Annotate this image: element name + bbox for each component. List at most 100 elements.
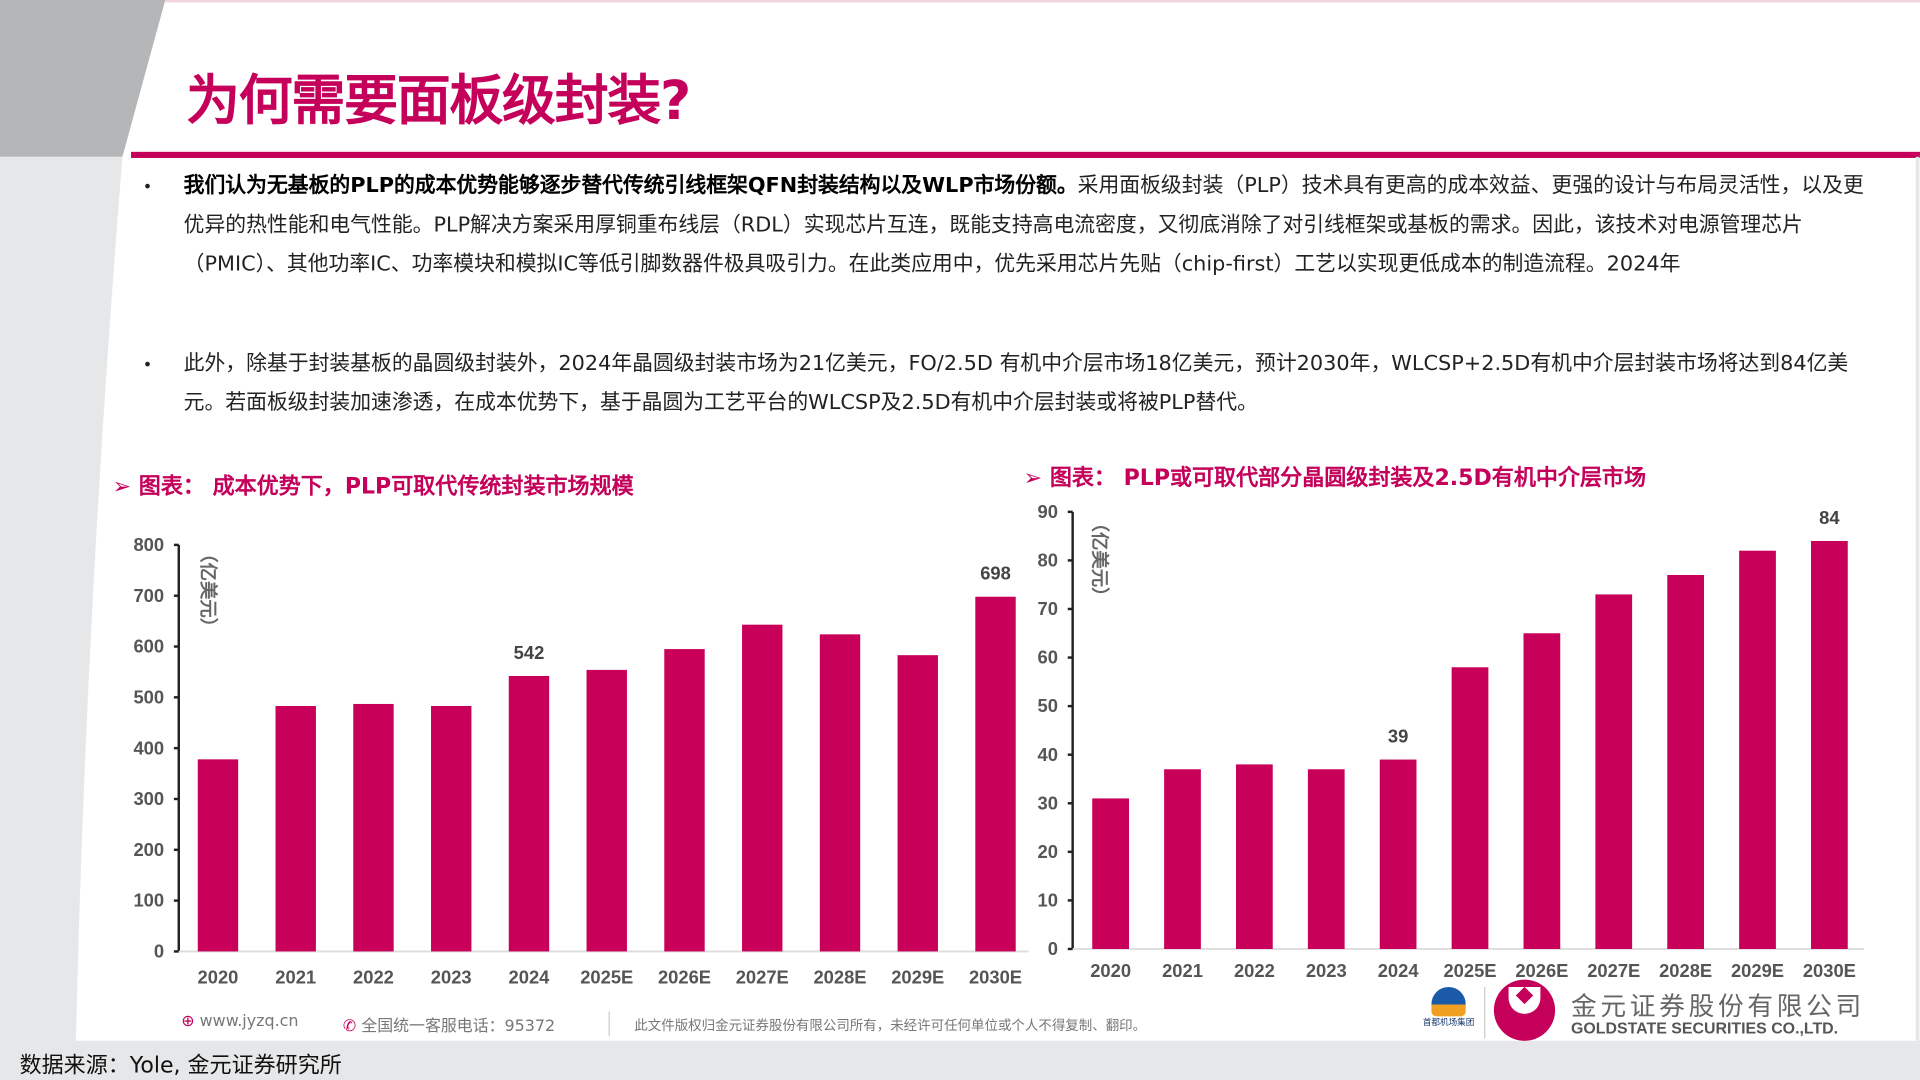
- chart-1-bar-2023: [431, 705, 472, 952]
- chart-2-y-tick-label: 50: [1038, 695, 1058, 716]
- chart-1-data-label: 698: [980, 563, 1011, 584]
- chart-1-y-tick-label: 500: [133, 686, 164, 707]
- chart-2-bar-2025E: [1451, 667, 1489, 949]
- partner-logo: 首都机场集团: [1418, 986, 1479, 1038]
- chart-1-y-tick-label: 600: [133, 636, 164, 657]
- chart-1-x-tick-label: 2024: [509, 966, 551, 987]
- partner-logo-icon: [1431, 986, 1466, 1017]
- chart-2-bar-2023: [1307, 769, 1345, 949]
- chart-2-x-tick-label: 2027E: [1587, 960, 1640, 981]
- chart-1-x-tick-label: 2029E: [891, 966, 944, 987]
- chart-1-title: ➢ 图表： 成本优势下，PLP可取代传统封装市场规模: [113, 469, 634, 501]
- bottom-band: [0, 1040, 1920, 1080]
- chart-1-bar-2028E: [819, 634, 861, 952]
- chart-1-x-tick-label: 2020: [198, 966, 239, 987]
- arrow-icon: ➢: [1023, 465, 1050, 492]
- chart-2-y-axis-label: （亿美元）: [1089, 514, 1110, 606]
- chart-2-x-tick-label: 2023: [1306, 960, 1347, 981]
- bullet-2-text: 此外，除基于封装基板的晶圆级封装外，2024年晶圆级封装市场为21亿美元，FO/…: [183, 351, 1849, 416]
- company-name-cn: 金元证券股份有限公司: [1571, 991, 1865, 1022]
- page-title: 为何需要面板级封装?: [186, 69, 691, 133]
- chart-2-bar-2028E: [1667, 574, 1705, 949]
- chart-2-bar-2026E: [1523, 633, 1561, 949]
- chart-1-y-tick-label: 0: [154, 941, 164, 962]
- chart-2-x-tick-label: 2025E: [1443, 960, 1496, 981]
- chart-1-x-tick-label: 2030E: [969, 966, 1022, 987]
- chart-2-x-tick-label: 2021: [1162, 960, 1203, 981]
- chart-2-y-tick-label: 90: [1038, 501, 1058, 522]
- bullet-paragraph-1: 我们认为无基板的PLP的成本优势能够逐步替代传统引线框架QFN封装结构以及WLP…: [184, 167, 1874, 285]
- chart-2-x-tick-label: 2029E: [1731, 960, 1784, 981]
- chart-2-bar-2030E: [1811, 540, 1848, 949]
- chart-1-bar-2030E: [975, 596, 1016, 952]
- company-name-en: GOLDSTATE SECURITIES CO.,LTD.: [1571, 1018, 1839, 1038]
- chart-1-bar-2021: [275, 705, 316, 952]
- chart-1-y-tick-label: 300: [133, 788, 164, 809]
- chart-2-bar-2029E: [1739, 550, 1776, 949]
- chart-2-title-text: 图表： PLP或可取代部分晶圆级封装及2.5D有机中介层市场: [1049, 465, 1647, 492]
- chart-2-y-tick-label: 80: [1038, 550, 1058, 571]
- header-gray-block: [0, 0, 166, 157]
- chart-1-y-tick-label: 800: [133, 534, 164, 555]
- left-side-band: [0, 156, 123, 1041]
- footer-copyright: 此文件版权归金元证券股份有限公司所有，未经许可任何单位或个人不得复制、翻印。: [634, 1017, 1147, 1034]
- bullet-marker: •: [144, 353, 151, 374]
- chart-1-x-tick-label: 2028E: [813, 966, 866, 987]
- chart-1-y-tick-label: 100: [133, 890, 164, 911]
- chart-2-bar-2020: [1092, 798, 1129, 949]
- header-accent-line: [131, 151, 1920, 158]
- chart-2-x-tick-label: 2028E: [1659, 960, 1712, 981]
- website-text: www.jyzq.cn: [199, 1012, 299, 1032]
- chart-1-y-axis-label: （亿美元）: [198, 544, 219, 636]
- chart-2-y-tick-label: 70: [1038, 598, 1058, 619]
- chart-2-y-tick-label: 40: [1038, 744, 1058, 765]
- chart-2-data-label: 39: [1388, 725, 1408, 746]
- chart-1-data-label: 542: [514, 642, 545, 663]
- footer-divider: [608, 1011, 610, 1036]
- chart-1-x-tick-label: 2023: [431, 966, 472, 987]
- chart-2-y-tick-label: 10: [1038, 890, 1058, 911]
- chart-2-y-tick-label: 30: [1038, 792, 1058, 813]
- chart-1-title-text: 图表： 成本优势下，PLP可取代传统封装市场规模: [138, 473, 634, 500]
- chart-2-x-tick-label: 2026E: [1515, 960, 1568, 981]
- hotline-text: 全国统一客服电话：95372: [361, 1017, 556, 1036]
- chart-2-title: ➢ 图表： PLP或可取代部分晶圆级封装及2.5D有机中介层市场: [1024, 460, 1646, 492]
- chart-2-bar-2027E: [1595, 594, 1633, 949]
- arrow-icon: ➢: [112, 473, 139, 500]
- chart-1-x-tick-label: 2026E: [658, 966, 711, 987]
- chart-2-bar-2021: [1164, 769, 1201, 949]
- bullet-1-text: 采用面板级封装（PLP）技术具有更高的成本效益、更强的设计与布局灵活性，以及更优…: [183, 173, 1864, 277]
- chart-1-x-tick-label: 2027E: [736, 966, 789, 987]
- bullet-1-bold: 我们认为无基板的PLP的成本优势能够逐步替代传统引线框架QFN封装结构以及WLP…: [183, 173, 1078, 199]
- data-source: 数据来源：Yole, 金元证券研究所: [19, 1053, 342, 1079]
- globe-icon: ⊕: [181, 1012, 195, 1032]
- chart-1-bar-2029E: [897, 655, 938, 952]
- footer-website[interactable]: ⊕ www.jyzq.cn: [181, 1013, 298, 1031]
- chart-2-x-tick-label: 2022: [1234, 960, 1275, 981]
- chart-2-y-tick-label: 0: [1048, 938, 1058, 959]
- footer-hotline: ✆ 全国统一客服电话：95372: [343, 1013, 555, 1036]
- chart-1-bar-2026E: [664, 649, 705, 952]
- chart-1-x-tick-label: 2025E: [580, 966, 633, 987]
- chart-1-y-tick-label: 200: [133, 839, 164, 860]
- logo-divider: [1484, 986, 1486, 1039]
- chart-2-y-tick-label: 20: [1038, 841, 1058, 862]
- chart-2-x-tick-label: 2024: [1378, 960, 1420, 981]
- chart-1-bar-2020: [197, 759, 239, 952]
- chart-2-x-tick-label: 2030E: [1803, 960, 1856, 981]
- chart-2-x-tick-label: 2020: [1090, 960, 1131, 981]
- goldstate-logo-icon: [1493, 979, 1556, 1041]
- chart-2-data-label: 84: [1819, 507, 1840, 528]
- chart-1-x-tick-label: 2021: [275, 966, 316, 987]
- phone-icon: ✆: [342, 1017, 357, 1036]
- chart-2-bar-2022: [1236, 764, 1273, 949]
- chart-2-y-tick-label: 60: [1038, 647, 1058, 668]
- chart-2-bar-2024: [1379, 759, 1417, 949]
- chart-1-bar-2025E: [586, 669, 627, 952]
- chart-1-y-tick-label: 700: [133, 585, 164, 606]
- chart-1-bar-2027E: [742, 624, 783, 952]
- bullet-marker: •: [144, 176, 151, 196]
- chart-1-bar-2022: [353, 703, 394, 952]
